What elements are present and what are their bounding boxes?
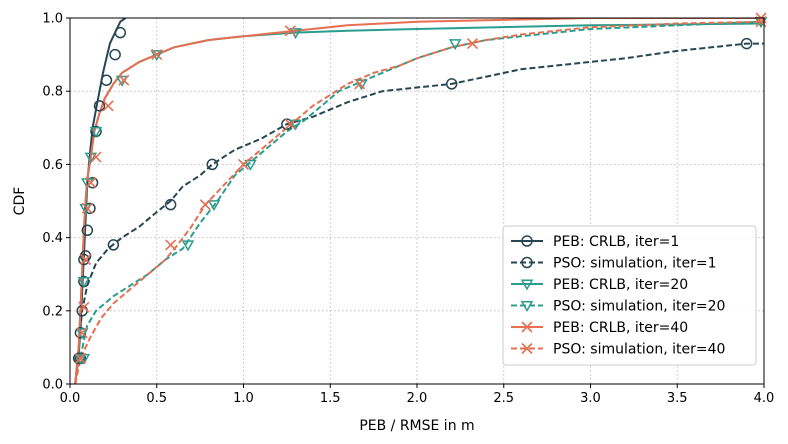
y-axis-title: CDF xyxy=(12,187,28,216)
series-3-marker xyxy=(207,200,221,212)
legend: PEB: CRLB, iter=1 PSO: simulation, iter=1… xyxy=(502,225,757,366)
legend-label-1: PSO: simulation, iter=1 xyxy=(553,256,717,272)
series-4-marker xyxy=(80,253,92,266)
legend-marker-0 xyxy=(521,235,533,247)
series-0-marker xyxy=(86,176,99,189)
series-4-marker xyxy=(81,202,93,214)
y-tick-label: 1.0 xyxy=(42,12,63,27)
series-5-marker xyxy=(165,239,177,251)
series-3-marker xyxy=(181,240,195,252)
series-0-marker xyxy=(100,74,113,86)
x-tick-label: 1.5 xyxy=(320,391,341,406)
x-tick-label: 1.0 xyxy=(233,391,254,406)
series-5-marker xyxy=(466,38,479,50)
series-line-1 xyxy=(74,42,764,384)
x-tick-label: 2.5 xyxy=(493,391,514,406)
x-tick-label: 0.0 xyxy=(60,391,81,406)
series-4-marker xyxy=(151,49,163,61)
x-tick-label: 3.0 xyxy=(580,391,601,406)
series-0-marker xyxy=(114,26,127,39)
y-tick-label: 0.4 xyxy=(42,231,63,246)
series-2-marker xyxy=(77,277,91,289)
series-4-marker xyxy=(102,100,114,112)
series-1-marker xyxy=(164,198,177,211)
series-4-marker xyxy=(118,74,130,86)
series-5-marker xyxy=(354,78,366,90)
series-4-marker xyxy=(78,301,90,313)
y-tick-label: 0.6 xyxy=(42,158,63,173)
legend-marker-4 xyxy=(521,321,533,333)
series-4-marker xyxy=(85,177,97,189)
series-3-marker xyxy=(289,119,302,131)
x-axis-title: PEB / RMSE in m xyxy=(359,418,474,434)
series-2-marker xyxy=(89,126,103,138)
x-tick-label: 2.0 xyxy=(407,391,428,406)
legend-label-2: PEB: CRLB, iter=20 xyxy=(553,277,688,293)
series-1-marker xyxy=(740,37,753,50)
series-1-marker xyxy=(107,239,120,251)
legend-label-3: PSO: simulation, iter=20 xyxy=(553,299,725,315)
series-3-marker xyxy=(244,159,257,171)
legend-label-4: PEB: CRLB, iter=40 xyxy=(553,320,688,336)
series-1-marker xyxy=(78,253,90,266)
series-0-marker xyxy=(81,224,94,237)
legend-marker-1 xyxy=(521,256,533,269)
legend-label-0: PEB: CRLB, iter=1 xyxy=(553,234,679,250)
y-tick-label: 0.0 xyxy=(42,378,63,393)
series-0-marker xyxy=(93,100,106,112)
x-tick-label: 0.5 xyxy=(146,391,167,406)
series-5-marker xyxy=(237,158,250,170)
legend-marker-5 xyxy=(521,342,533,355)
series-2-marker xyxy=(84,152,98,164)
x-tick-label: 3.5 xyxy=(667,391,688,406)
series-1-marker xyxy=(206,158,219,171)
legend-label-5: PSO: simulation, iter=40 xyxy=(553,342,725,358)
series-5-marker xyxy=(284,118,296,130)
series-4-marker xyxy=(76,327,88,339)
series-4-marker xyxy=(284,25,296,37)
legend-marker-3 xyxy=(520,301,534,313)
series-5-marker xyxy=(199,199,211,211)
series-1-marker xyxy=(445,78,458,90)
series-2-marker xyxy=(150,50,164,62)
x-tick-label: 4.0 xyxy=(754,391,775,406)
series-2-marker xyxy=(75,328,89,340)
axis-ticks: 0.0 0.5 1.0 1.5 2.0 2.5 3.0 3.5 4.0 0.0 0.2 0.4 0.6 0… xyxy=(42,12,774,407)
legend-marker-2 xyxy=(520,279,534,291)
series-0-marker xyxy=(84,202,96,215)
series-line-3 xyxy=(74,20,764,384)
y-tick-label: 0.2 xyxy=(42,304,63,319)
legend-box xyxy=(502,225,757,366)
series-0-marker xyxy=(109,48,121,61)
series-line-5 xyxy=(74,20,764,384)
series-3-marker xyxy=(448,39,462,51)
y-tick-label: 0.8 xyxy=(42,85,63,100)
series-4-marker xyxy=(90,151,102,163)
series-5-marker xyxy=(74,352,86,364)
